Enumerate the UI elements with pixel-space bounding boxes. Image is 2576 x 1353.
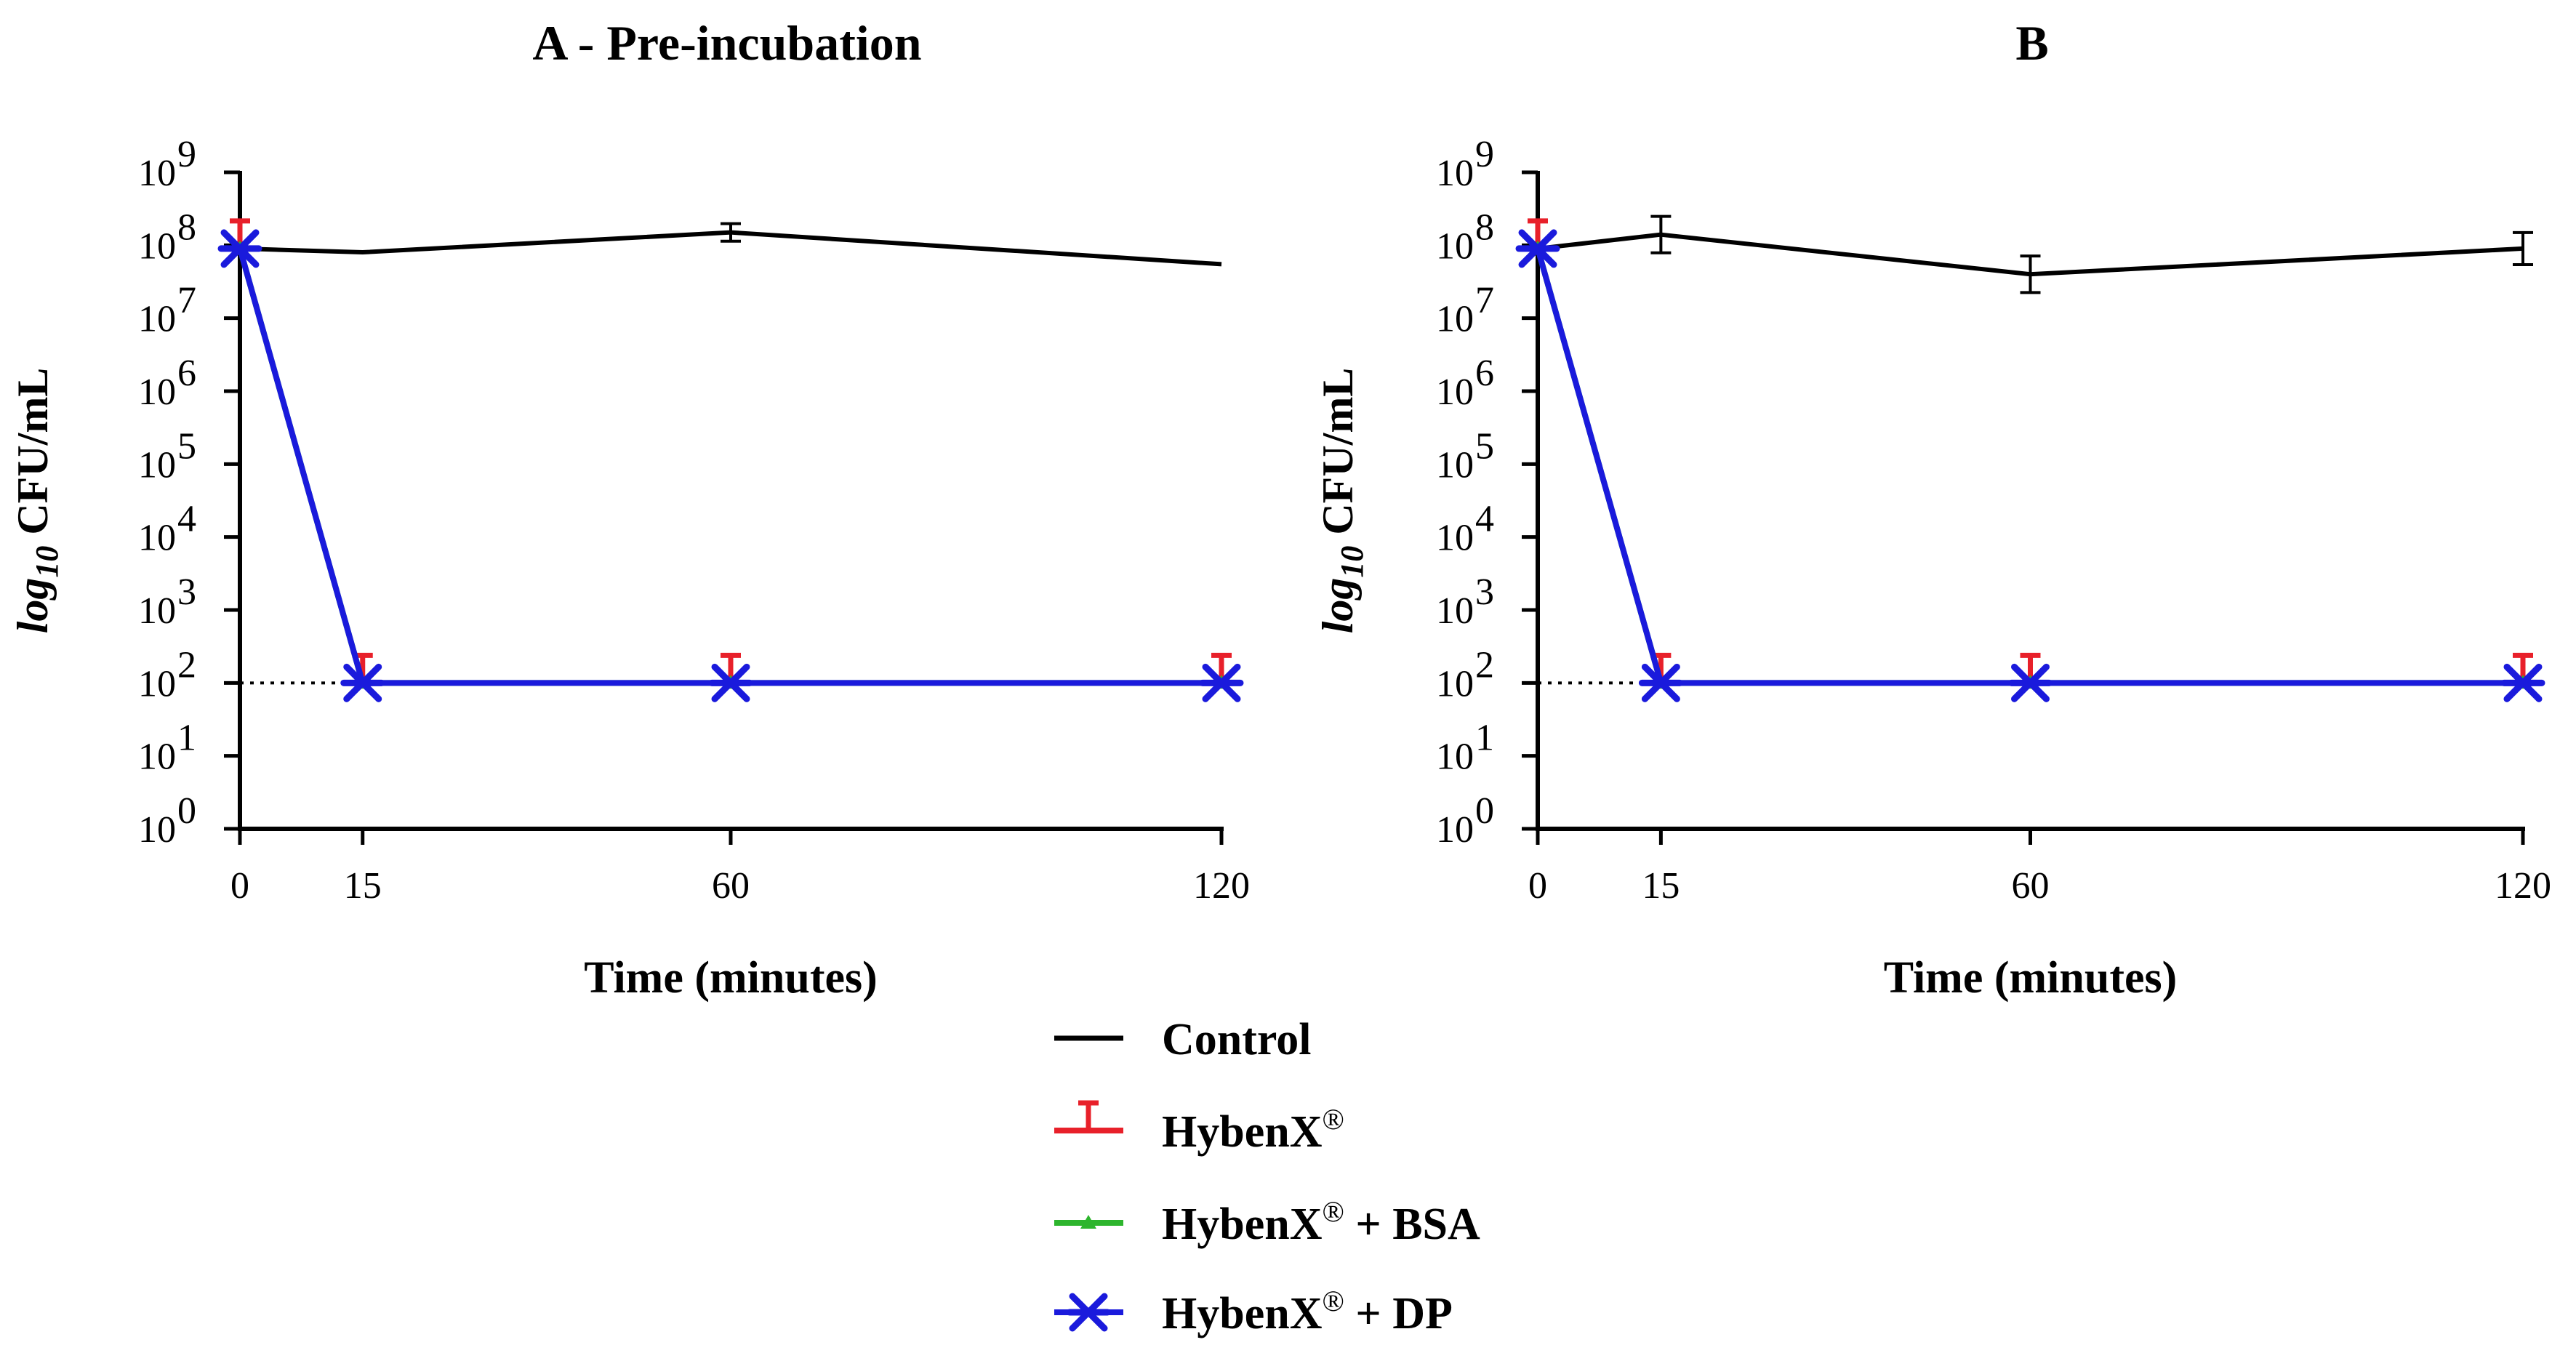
series-line-control (239, 230, 1222, 267)
legend-item-hybenx_bsa: HybenX® + BSA (1054, 1195, 1480, 1249)
data-point-hybenx-dp (1199, 663, 1244, 702)
x-axis-label: Time (minutes) (1884, 953, 2178, 1003)
chart-title: B (2015, 15, 2048, 71)
y-tick-label: 10 (138, 444, 176, 486)
y-tick-label: 10 (138, 372, 176, 413)
y-tick-exponent: 1 (177, 718, 196, 759)
legend-item-hybenx: HybenX® (1054, 1100, 1344, 1157)
y-tick-exponent: 5 (1475, 425, 1494, 467)
legend-marker-hybenx_dp (1066, 1293, 1111, 1332)
y-tick-exponent: 6 (1475, 353, 1494, 394)
legend-label-control: Control (1162, 1015, 1312, 1064)
y-tick-exponent: 3 (1475, 571, 1494, 613)
x-axis-label: Time (minutes) (584, 953, 878, 1003)
y-tick-exponent: 6 (177, 353, 196, 394)
y-tick-exponent: 2 (1475, 644, 1494, 686)
y-axis-label: log10 CFU/mL (9, 368, 65, 634)
y-tick-label: 10 (1436, 518, 1474, 559)
series-hybenx_dp (1515, 229, 2545, 702)
y-tick-exponent: 7 (177, 280, 196, 321)
y-tick-exponent: 8 (1475, 206, 1494, 248)
series-line-hybenx_bsa (237, 247, 1221, 686)
data-point-hybenx-dp (340, 663, 385, 702)
data-point-hybenx-dp (217, 229, 262, 268)
x-tick-label: 60 (2012, 865, 2050, 907)
y-tick-exponent: 8 (177, 206, 196, 248)
y-tick-label: 10 (138, 736, 176, 778)
y-tick-label: 10 (138, 590, 176, 632)
series-hybenx_bsa (232, 240, 1229, 689)
y-tick-label: 10 (1436, 736, 1474, 778)
x-tick-label: 120 (2495, 865, 2551, 907)
series-hybenx_bsa (1530, 240, 2531, 689)
y-tick-exponent: 9 (177, 134, 196, 175)
series-hybenx_dp (217, 229, 1244, 702)
series-line-hybenx_dp (1535, 247, 2523, 686)
y-tick-label: 10 (1436, 372, 1474, 413)
data-point-hybenx-dp (2008, 663, 2053, 702)
data-point-hybenx-dp (1515, 229, 1560, 268)
legend-label-hybenx_bsa: HybenX® + BSA (1162, 1195, 1480, 1249)
legend: Control HybenX® HybenX® + BSA HybenX® + DP (1054, 1015, 1480, 1338)
x-tick-label: 60 (712, 865, 750, 907)
legend-item-hybenx_dp: HybenX® + DP (1054, 1285, 1453, 1338)
chart-panel-b: B10 010 110 210 310 410 510 610 710 810 90 15 60 120T… (1314, 15, 2551, 1003)
y-tick-label: 10 (1436, 590, 1474, 632)
x-tick-label: 15 (344, 865, 382, 907)
y-tick-exponent: 4 (177, 499, 196, 540)
series-line-control (1537, 232, 2524, 277)
x-tick-label: 15 (1642, 865, 1680, 907)
legend-label-hybenx_dp: HybenX® + DP (1162, 1285, 1453, 1338)
y-tick-label: 10 (138, 299, 176, 340)
y-tick-exponent: 4 (1475, 499, 1494, 540)
y-tick-label: 10 (1436, 663, 1474, 704)
chart-title: A - Pre-incubation (532, 15, 921, 71)
x-tick-label: 120 (1193, 865, 1250, 907)
series-control (1537, 214, 2533, 294)
y-axis-label: log10 CFU/mL (1314, 368, 1370, 634)
y-tick-exponent: 0 (1475, 790, 1494, 832)
legend-item-control: Control (1054, 1015, 1312, 1064)
y-tick-exponent: 0 (177, 790, 196, 832)
y-tick-label: 10 (1436, 153, 1474, 194)
y-tick-label: 10 (138, 153, 176, 194)
y-tick-label: 10 (138, 518, 176, 559)
y-tick-exponent: 7 (1475, 280, 1494, 321)
data-point-hybenx-dp (708, 663, 753, 702)
y-tick-label: 10 (1436, 809, 1474, 851)
legend-marker-hybenx_bsa (1080, 1215, 1096, 1229)
series-control (239, 222, 1222, 267)
y-tick-exponent: 2 (177, 644, 196, 686)
series-hybenx (230, 218, 1232, 683)
y-tick-label: 10 (1436, 299, 1474, 340)
y-tick-exponent: 9 (1475, 134, 1494, 175)
data-point-hybenx-dp (2500, 663, 2545, 702)
y-tick-exponent: 1 (1475, 718, 1494, 759)
series-line-hybenx_bsa (1535, 247, 2523, 686)
x-tick-label: 0 (1528, 865, 1547, 907)
y-tick-exponent: 3 (177, 571, 196, 613)
y-tick-exponent: 5 (177, 425, 196, 467)
legend-label-hybenx: HybenX® (1162, 1103, 1344, 1157)
y-tick-label: 10 (1436, 444, 1474, 486)
y-tick-label: 10 (138, 663, 176, 704)
x-tick-label: 0 (230, 865, 249, 907)
y-tick-label: 10 (1436, 225, 1474, 267)
y-tick-label: 10 (138, 225, 176, 267)
data-point-hybenx-dp (1638, 663, 1683, 702)
series-line-hybenx_dp (237, 247, 1221, 686)
y-tick-label: 10 (138, 809, 176, 851)
